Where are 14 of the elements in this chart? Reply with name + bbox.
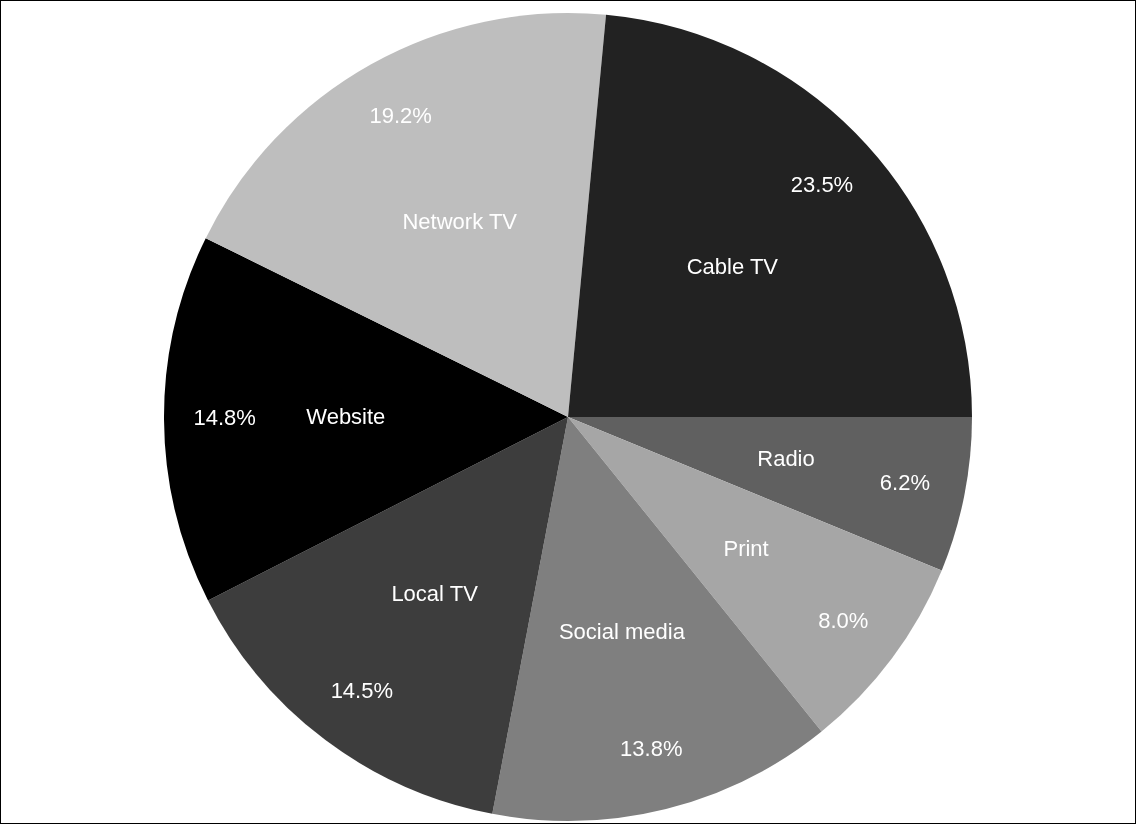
data-label: 6.2% — [879, 469, 930, 495]
slice-label: Radio — [757, 446, 815, 472]
data-label: 23.5% — [790, 171, 854, 197]
slice-label: Social media — [558, 618, 686, 644]
slice-label: Network TV — [402, 209, 518, 235]
data-label: 13.8% — [620, 736, 683, 762]
data-label: 14.8% — [193, 405, 256, 431]
slice-label: Print — [723, 535, 769, 561]
slice-label: Cable TV — [686, 253, 779, 279]
slice-label: Website — [306, 404, 386, 430]
slice-label: Local TV — [391, 580, 479, 606]
data-label: 19.2% — [369, 103, 432, 129]
data-label: 8.0% — [818, 608, 869, 634]
data-label: 14.5% — [330, 677, 394, 703]
